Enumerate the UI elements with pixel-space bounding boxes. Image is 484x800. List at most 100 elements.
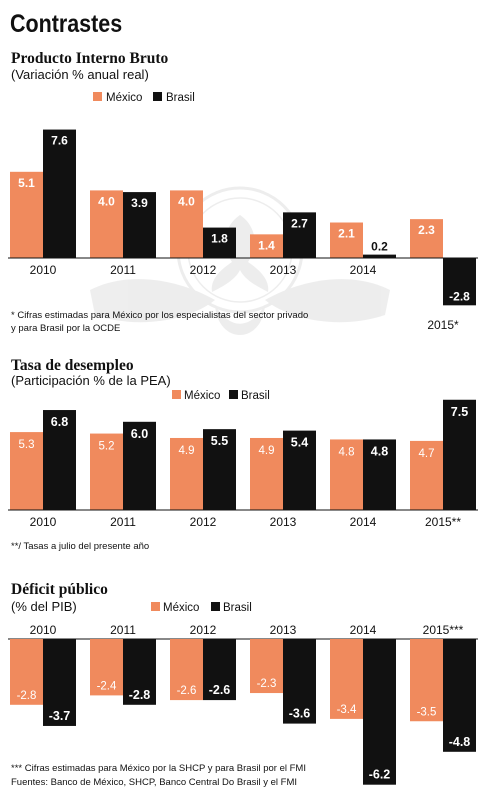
gdp-bar-mexico — [250, 234, 283, 258]
deficit-legend-brasil-label: Brasil — [223, 602, 252, 614]
deficit-bar-brasil — [443, 639, 476, 752]
unemployment-chart-title: Tasa de desempleo — [11, 357, 134, 374]
deficit-bar-brasil — [43, 639, 76, 726]
deficit-value-label: -3.5 — [417, 706, 437, 718]
unemployment-value-label: 7.5 — [451, 405, 468, 419]
deficit-value-label: -2.6 — [177, 685, 197, 697]
gdp-value-label: 7.6 — [51, 134, 68, 148]
gdp-value-label: 0.2 — [371, 240, 388, 254]
eagle-watermark-icon — [90, 186, 390, 335]
unemployment-bar-mexico — [10, 432, 43, 510]
unemployment-value-label: 4.8 — [339, 446, 355, 458]
deficit-value-label: -6.2 — [369, 768, 391, 782]
unemployment-chart: Tasa de desempleo (Participación % de la… — [8, 357, 478, 552]
page-title: Contrastes — [10, 9, 122, 37]
unemployment-legend-mexico-swatch — [172, 390, 181, 399]
unemployment-tick-label: 2013 — [270, 515, 297, 529]
gdp-tick-label: 2014 — [350, 263, 377, 277]
unemployment-bars: 5.3 6.8 5.2 6.0 4.9 5.5 4.9 5.4 4.8 4.8 4.7 7.5 — [10, 399, 476, 510]
gdp-bar-brasil — [43, 129, 76, 258]
unemployment-legend-brasil-label: Brasil — [241, 390, 270, 402]
deficit-legend-mexico-swatch — [151, 602, 160, 611]
deficit-note: *** Cifras estimadas para México por la … — [11, 763, 306, 774]
gdp-legend-mexico-label: México — [106, 92, 142, 104]
deficit-tick-label: 2013 — [270, 623, 297, 637]
gdp-chart: Producto Interno Bruto (Variación % anua… — [8, 50, 478, 334]
gdp-value-label: 2.7 — [291, 216, 308, 230]
unemployment-x-axis: 2010 2011 2012 2013 2014 2015** — [8, 509, 478, 529]
gdp-tick-label: 2011 — [110, 263, 136, 277]
unemployment-tick-label: 2012 — [190, 515, 217, 529]
deficit-tick-label: 2014 — [350, 623, 377, 637]
gdp-value-label: 1.8 — [211, 232, 228, 246]
gdp-bar-mexico — [410, 219, 443, 258]
unemployment-bar-mexico — [410, 440, 443, 510]
gdp-tick-label: 2012 — [190, 263, 217, 277]
deficit-value-label: -3.6 — [289, 707, 311, 721]
gdp-value-label: 3.9 — [131, 196, 148, 210]
sources-note: Fuentes: Banco de México, SHCP, Banco Ce… — [11, 777, 297, 788]
deficit-chart-title: Déficit público — [11, 581, 108, 598]
unemployment-bar-mexico — [90, 433, 123, 510]
deficit-legend: México Brasil — [151, 602, 252, 614]
gdp-value-label: -2.8 — [449, 289, 470, 303]
deficit-chart: Déficit público (% del PIB) México Brasi… — [8, 581, 478, 788]
deficit-bar-mexico — [10, 639, 43, 705]
gdp-value-label: 2.1 — [338, 227, 355, 241]
gdp-legend: México Brasil — [93, 92, 195, 104]
gdp-chart-subtitle: (Variación % anual real) — [11, 67, 149, 82]
deficit-bar-brasil — [203, 639, 236, 701]
unemployment-value-label: 4.7 — [419, 448, 435, 460]
gdp-bar-brasil — [363, 254, 396, 258]
unemployment-value-label: 5.4 — [291, 436, 308, 450]
unemployment-value-label: 4.8 — [371, 444, 388, 458]
deficit-bar-brasil — [363, 639, 396, 785]
deficit-tick-label: 2011 — [110, 623, 136, 637]
deficit-value-label: -3.4 — [337, 704, 357, 716]
gdp-legend-mexico-swatch — [93, 92, 102, 101]
gdp-legend-brasil-label: Brasil — [166, 92, 195, 104]
gdp-bar-brasil — [203, 227, 236, 258]
gdp-bar-mexico — [330, 222, 363, 258]
gdp-value-label: 4.0 — [98, 194, 115, 208]
deficit-value-label: -2.4 — [97, 680, 117, 692]
unemployment-value-label: 5.2 — [99, 441, 115, 453]
deficit-value-label: -2.6 — [209, 683, 231, 697]
deficit-bar-mexico — [250, 639, 283, 694]
gdp-chart-title: Producto Interno Bruto — [11, 50, 169, 67]
unemployment-bar-brasil — [283, 430, 316, 510]
deficit-tick-label: 2012 — [190, 623, 217, 637]
unemployment-bar-brasil — [123, 421, 156, 510]
unemployment-value-label: 5.5 — [211, 434, 228, 448]
unemployment-bar-brasil — [363, 439, 396, 510]
deficit-value-label: -2.8 — [17, 690, 37, 702]
deficit-tick-label: 2010 — [30, 623, 57, 637]
gdp-bar-mexico — [170, 190, 203, 258]
gdp-value-label: 5.1 — [18, 176, 35, 190]
unemployment-bar-brasil — [203, 429, 236, 510]
deficit-bars: -2.8 -3.7 -2.4 -2.8 -2.6 -2.6 -2.3 -3.6 -3.4 -6.2… — [10, 639, 476, 785]
unemployment-legend-brasil-swatch — [229, 390, 238, 399]
deficit-legend-brasil-swatch — [211, 602, 220, 611]
unemployment-value-label: 4.9 — [259, 445, 275, 457]
deficit-bar-brasil — [283, 639, 316, 724]
unemployment-bar-brasil — [43, 410, 76, 510]
gdp-tick-label: 2013 — [270, 263, 297, 277]
deficit-value-label: -4.8 — [449, 735, 471, 749]
unemployment-tick-label: 2010 — [30, 515, 57, 529]
deficit-chart-subtitle: (% del PIB) — [11, 599, 77, 614]
unemployment-tick-label: 2015** — [425, 515, 461, 529]
deficit-bar-brasil — [123, 639, 156, 705]
unemployment-value-label: 6.8 — [51, 415, 68, 429]
gdp-value-label: 1.4 — [258, 238, 275, 252]
deficit-value-label: -2.3 — [257, 678, 277, 690]
gdp-bar-brasil — [443, 258, 476, 306]
gdp-bar-brasil — [123, 192, 156, 258]
deficit-bar-mexico — [90, 639, 123, 696]
unemployment-tick-label: 2011 — [110, 515, 136, 529]
deficit-bar-mexico — [410, 639, 443, 722]
unemployment-legend-mexico-label: México — [184, 390, 220, 402]
unemployment-bar-mexico — [330, 439, 363, 510]
unemployment-legend: México Brasil — [172, 390, 270, 402]
gdp-bar-brasil — [283, 212, 316, 258]
